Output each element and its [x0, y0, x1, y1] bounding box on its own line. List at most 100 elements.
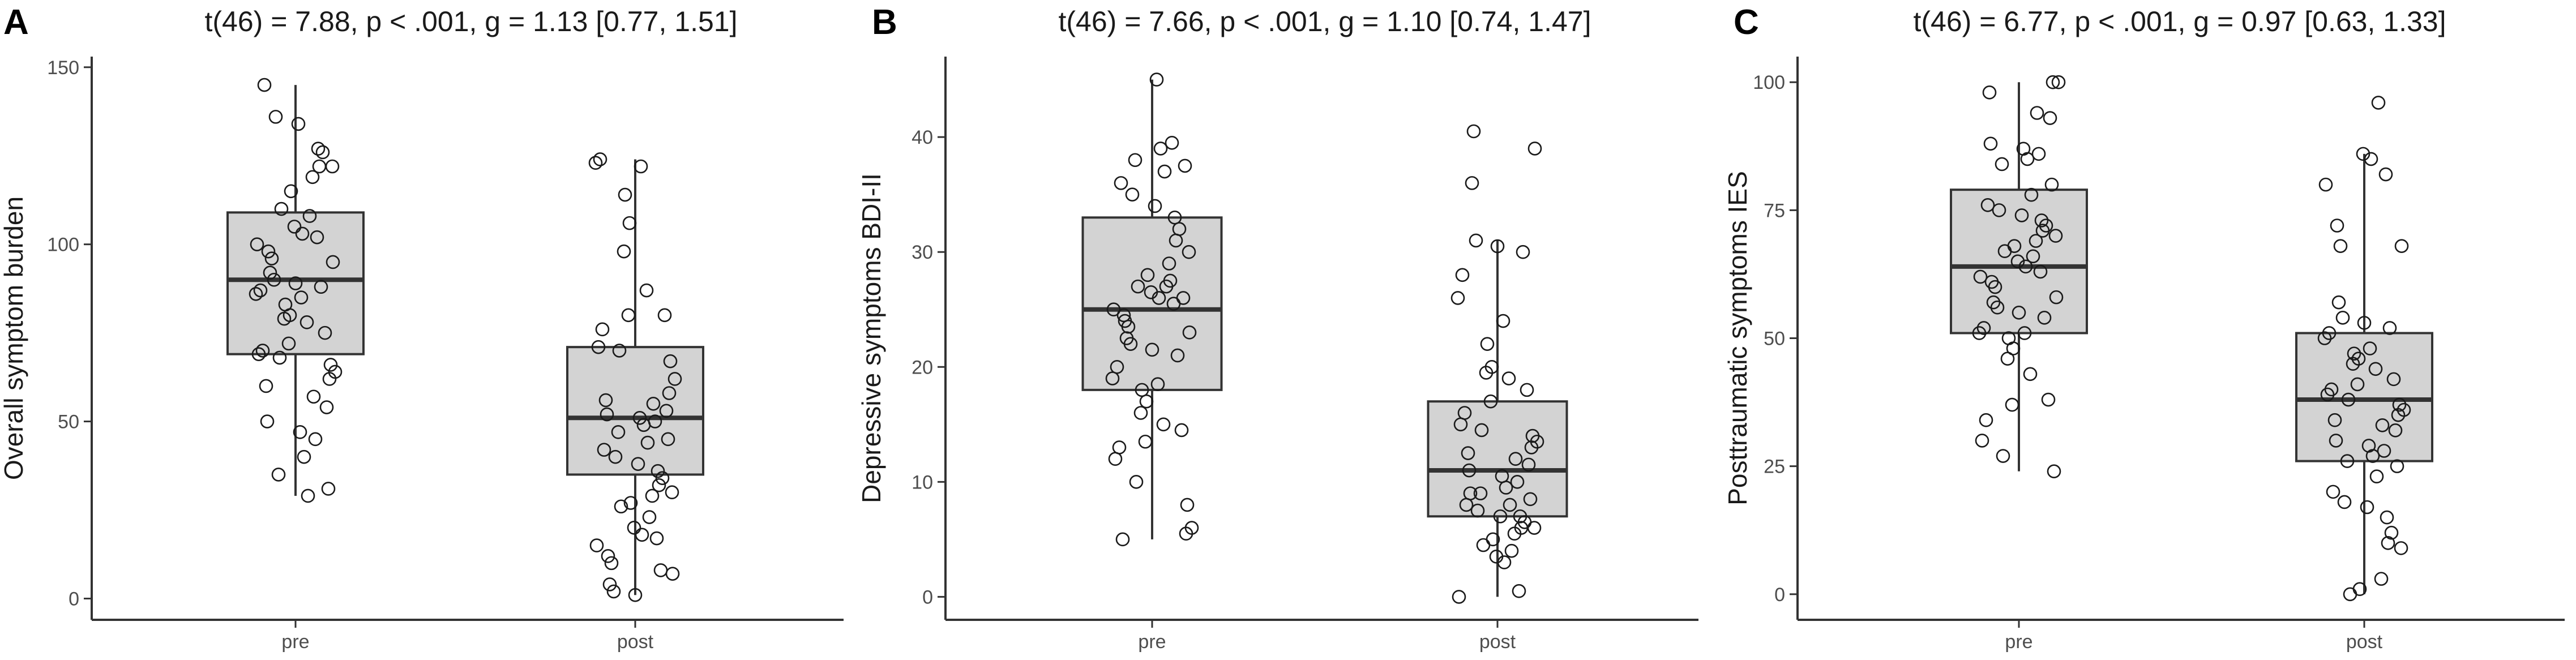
box-pre [226, 211, 365, 355]
data-point-pre [2010, 254, 2025, 269]
data-point-pre [2017, 326, 2032, 340]
data-point-pre [305, 170, 320, 185]
chart-title: t(46) = 7.88, p < .001, g = 1.13 [0.77, … [205, 6, 738, 37]
data-point-post [2369, 469, 2384, 484]
data-point-pre [250, 237, 264, 251]
data-point-post [2347, 346, 2361, 361]
data-point-post [608, 449, 623, 464]
data-point-post [2394, 541, 2408, 555]
data-point-post [1508, 452, 1523, 466]
data-point-post [617, 244, 631, 259]
data-point-pre [261, 244, 276, 259]
data-point-post [2326, 485, 2340, 499]
data-point-pre [274, 202, 289, 216]
data-point-post [636, 418, 651, 432]
data-point-pre [1138, 434, 1153, 449]
data-point-post [1473, 486, 1488, 500]
data-point-pre [263, 265, 277, 280]
y-axis-label: Depressive symptoms BDI-II [857, 173, 886, 503]
data-point-post [2357, 316, 2372, 330]
data-point-pre [2020, 152, 2035, 166]
data-point-post [2363, 341, 2377, 355]
data-point-post [589, 538, 604, 552]
data-point-pre [2044, 177, 2059, 192]
y-tick-label: 0 [69, 588, 79, 610]
data-point-post [2380, 510, 2394, 525]
data-point-post [2365, 449, 2380, 463]
data-point-post [1452, 590, 1466, 604]
data-point-pre [2000, 352, 2015, 366]
data-point-pre [1182, 245, 1196, 259]
data-point-post [1461, 446, 1475, 460]
data-point-pre [287, 220, 302, 234]
data-point-post [1510, 475, 1525, 489]
data-point-post [1455, 268, 1470, 282]
data-point-post [667, 372, 682, 386]
data-point-pre [2049, 290, 2064, 305]
x-tick-label-pre: pre [281, 631, 309, 653]
data-point-pre [1139, 394, 1154, 409]
data-point-post [634, 159, 648, 174]
data-point-pre [1131, 279, 1145, 294]
data-point-pre [1170, 348, 1185, 363]
data-point-post [1512, 584, 1526, 598]
data-point-pre [1179, 526, 1193, 541]
data-point-post [2340, 454, 2355, 468]
data-point-post [652, 478, 666, 492]
data-point-pre [277, 311, 292, 326]
data-point-pre [1975, 434, 1989, 448]
box-post [2295, 332, 2433, 462]
data-point-post [1469, 233, 1483, 248]
data-point-pre [1182, 325, 1197, 340]
data-point-post [1493, 509, 1508, 524]
data-point-post [1466, 124, 1481, 139]
data-point-pre [272, 350, 287, 365]
data-point-post [642, 510, 657, 524]
data-point-post [2327, 413, 2342, 427]
data-point-post [1483, 394, 1498, 409]
data-point-post [602, 577, 617, 592]
y-tick-label: 100 [47, 234, 79, 256]
data-point-post [1504, 543, 1519, 558]
data-point-pre [1105, 371, 1120, 385]
y-tick-label: 50 [58, 412, 79, 433]
data-point-post [623, 496, 638, 510]
data-point-post [2382, 321, 2397, 335]
data-point-pre [322, 372, 337, 386]
x-tick-label-post: post [1479, 631, 1516, 653]
data-point-pre [257, 78, 272, 92]
data-point-pre [1108, 452, 1123, 466]
data-point-post [635, 528, 649, 542]
data-point-pre [2043, 111, 2057, 125]
data-point-post [604, 556, 619, 571]
data-point-post [1470, 503, 1485, 518]
data-point-post [2392, 397, 2407, 412]
data-point-pre [2018, 259, 2033, 274]
data-point-pre [1997, 244, 2012, 259]
data-point-post [1501, 371, 1516, 385]
x-tick-label-pre: pre [2005, 631, 2032, 653]
y-tick-label: 75 [1764, 200, 1785, 221]
data-point-pre [308, 432, 323, 447]
data-point-post [591, 340, 606, 354]
data-point-pre [2029, 234, 2043, 248]
data-point-pre [299, 315, 314, 329]
data-point-post [2343, 587, 2357, 602]
data-point-pre [249, 286, 263, 301]
data-point-post [1479, 366, 1494, 380]
data-point-pre [326, 255, 340, 269]
y-tick-label: 100 [1753, 72, 1785, 93]
data-point-post [651, 464, 665, 478]
data-point-post [2391, 408, 2406, 422]
data-point-pre [1176, 291, 1191, 305]
data-point-pre [1972, 326, 1987, 340]
data-point-post [593, 152, 607, 166]
data-point-post [1463, 486, 1478, 500]
data-point-post [588, 156, 603, 170]
x-tick-label-post: post [2346, 631, 2383, 653]
data-point-pre [297, 449, 311, 464]
data-point-pre [2031, 147, 2046, 161]
data-point-pre [281, 336, 296, 351]
data-point-pre [1973, 269, 1988, 284]
